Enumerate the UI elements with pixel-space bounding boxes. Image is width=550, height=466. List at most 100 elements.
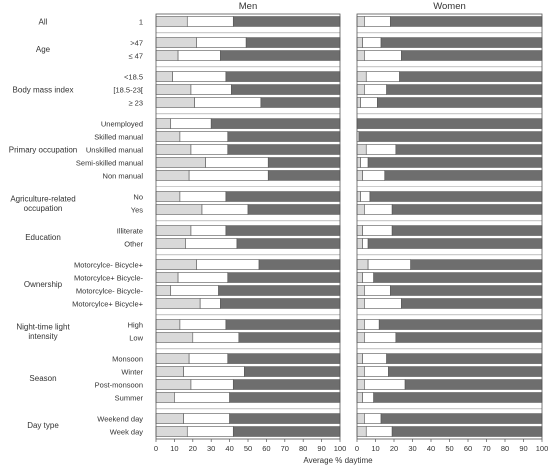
bar-segment-2 [364,84,387,95]
bar-segment-2 [360,191,371,202]
bar-segment-3 [229,413,341,424]
bar-segment-1 [155,225,192,236]
bar-segment-2 [172,71,227,82]
x-tick-label: 100 [536,444,549,453]
x-tick-label: 30 [408,444,416,453]
bar-segment-3 [410,259,543,270]
row-label: 1 [139,17,143,26]
group-label: Season [29,374,56,383]
bar-segment-1 [356,353,363,364]
bar-segment-2 [196,259,260,270]
bar-segment-2 [365,426,393,437]
bar-segment-2 [365,144,397,155]
x-tick-label: 10 [170,444,178,453]
bar-segment-1 [356,225,363,236]
bar-segment-2 [190,144,229,155]
bar-segment-3 [380,413,543,424]
bar-segment-3 [247,204,341,215]
bar-segment-2 [364,413,382,424]
bar-segment-3 [386,353,543,364]
bar-segment-1 [155,131,181,142]
bar-segment-1 [155,37,197,48]
bar-segment-1 [356,366,365,377]
bar-segment-1 [155,204,203,215]
bar-segment-1 [356,332,365,343]
row-label: Week day [110,428,143,437]
group-label: Age [36,45,51,54]
x-tick-label: 0 [355,444,359,453]
bar-segment-3 [220,298,341,309]
x-tick-label: 30 [207,444,215,453]
x-axis-label: Average % daytime [303,456,373,465]
bar-segment-1 [155,413,184,424]
bar-segment-1 [155,16,188,27]
bar-segment-2 [365,71,400,82]
bar-segment-1 [356,426,367,437]
bar-segment-3 [210,118,341,129]
bar-segment-1 [356,191,361,202]
bar-segment-2 [170,118,212,129]
bar-segment-2 [170,285,219,296]
bar-segment-2 [364,319,380,330]
group-label: All [39,17,48,26]
x-tick-label: 70 [482,444,490,453]
bar-segment-1 [155,319,181,330]
x-tick-label: 60 [464,444,472,453]
bar-segment-2 [360,157,369,168]
group-label: intensity [28,332,57,341]
bar-segment-3 [373,272,543,283]
bar-segment-3 [389,285,543,296]
bar-segment-3 [232,16,341,27]
row-label: Motorcylce- Bicycle+ [74,261,144,270]
row-label: <18.5 [124,73,143,82]
bar-segment-3 [220,50,341,61]
bar-segment-1 [155,84,192,95]
bar-segment-3 [373,392,543,403]
bar-segment-3 [386,84,543,95]
bar-segment-3 [231,84,341,95]
bar-segment-3 [389,16,543,27]
bar-segment-3 [391,204,543,215]
bar-segment-1 [356,204,365,215]
bar-segment-3 [227,272,341,283]
row-label: Motorcylce+ Bicycle- [74,274,143,283]
bar-segment-3 [391,225,543,236]
bar-segment-2 [186,16,234,27]
row-label: ≤ 47 [128,52,143,61]
bar-segment-3 [225,71,341,82]
bar-segment-2 [360,97,378,108]
x-tick-label: 20 [390,444,398,453]
x-tick-label: 40 [225,444,233,453]
row-label: High [128,321,143,330]
bar-segment-1 [155,272,179,283]
row-label: Yes [131,205,143,214]
bar-segment-2 [199,298,221,309]
bar-segment-1 [155,353,190,364]
row-label: [18.5-23[ [113,86,144,95]
bar-segment-2 [201,204,249,215]
bar-segment-1 [356,157,361,168]
bar-segment-2 [364,16,391,27]
bar-segment-2 [194,97,262,108]
row-label: Semi-skilled manual [76,158,143,167]
group-label: Education [25,233,61,242]
bar-segment-1 [155,366,184,377]
panel-title: Men [239,1,257,12]
bar-segment-1 [356,170,363,181]
bar-segment-3 [238,332,341,343]
bar-segment-1 [155,392,175,403]
bar-segment-1 [155,259,197,270]
bar-segment-3 [384,170,543,181]
bar-segment-1 [155,170,190,181]
bar-segment-1 [356,144,367,155]
bar-segment-3 [404,379,543,390]
bar-segment-3 [225,319,341,330]
row-label: Motorcylce- Bicycle- [76,287,144,296]
bar-segment-3 [227,131,341,142]
bar-segment-1 [356,272,363,283]
bar-segment-3 [356,118,543,129]
bar-segment-1 [356,238,363,249]
bar-segment-1 [356,97,361,108]
bar-segment-2 [362,392,374,403]
